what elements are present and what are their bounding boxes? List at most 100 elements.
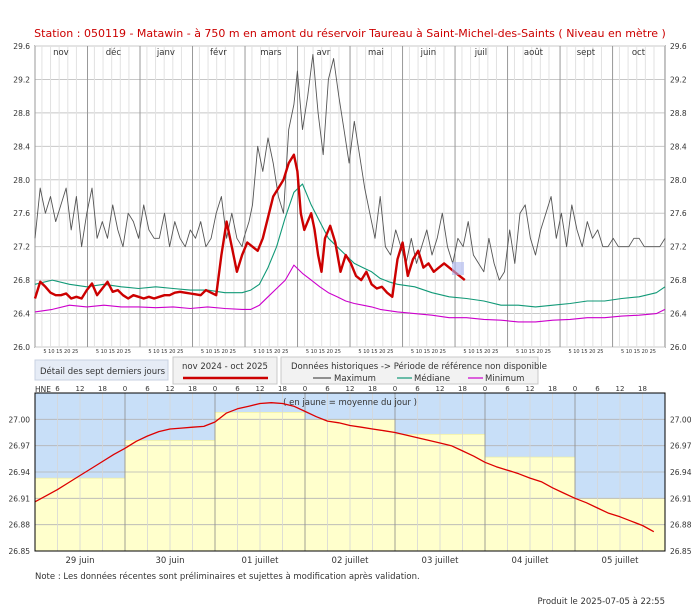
hour-tick-label: 0 <box>123 385 127 393</box>
period-legend-box <box>172 356 278 385</box>
hour-tick-label: 12 <box>76 385 85 393</box>
series-line <box>33 153 466 300</box>
month-label: déc <box>106 47 122 58</box>
month-label: oct <box>632 48 646 58</box>
month-label: mars <box>260 48 282 58</box>
day-tick-label: 5 10 15 20 25 <box>43 349 78 355</box>
day-tick-label: 5 10 15 20 25 <box>411 349 446 355</box>
y-tick-label-right: 26.8 <box>670 276 687 285</box>
y-tick-label-left: 28.4 <box>13 142 30 151</box>
day-tick-label: 5 10 15 20 25 <box>568 349 603 355</box>
day-tick-label: 5 10 15 20 25 <box>306 349 341 355</box>
hour-tick-label: 0 <box>303 385 307 393</box>
produced-date: Produit le 2025-07-05 à 22:55 <box>538 597 665 607</box>
day-tick-label: 5 10 15 20 25 <box>621 349 656 355</box>
day-tick-label: 5 10 15 20 25 <box>358 349 393 355</box>
period-legend-label: nov 2024 - oct 2025 <box>182 362 268 372</box>
detail-y-label-left: 26.97 <box>9 442 31 451</box>
month-label: avr <box>317 48 331 58</box>
month-label: août <box>524 48 544 58</box>
series-line <box>34 264 666 323</box>
hour-tick-label: 18 <box>188 385 197 393</box>
month-label: juil <box>474 48 487 58</box>
detail-y-label-right: 26.94 <box>670 468 692 477</box>
day-tick-label: 5 10 15 20 25 <box>96 349 131 355</box>
day-label: 02 juillet <box>332 556 370 566</box>
detail-y-label-left: 26.88 <box>9 521 31 530</box>
hour-tick-label: 0 <box>573 385 577 393</box>
month-label: juin <box>420 48 437 58</box>
day-label: 30 juin <box>155 556 184 566</box>
hour-tick-label: 12 <box>256 385 265 393</box>
median-legend-label: Médiane <box>414 373 450 384</box>
detail-label-box <box>34 359 169 381</box>
hour-tick-label: 6 <box>415 385 420 393</box>
month-label: mai <box>368 48 384 58</box>
hour-tick-label: 18 <box>458 385 467 393</box>
hour-tick-label: 12 <box>616 385 625 393</box>
detail-y-label-right: 26.91 <box>670 494 692 503</box>
hour-tick-label: 18 <box>548 385 557 393</box>
hour-tick-label: 18 <box>368 385 377 393</box>
maximum-legend-label: Maximum <box>334 374 376 384</box>
hour-tick-label: 12 <box>346 385 355 393</box>
day-tick-label: 5 10 15 20 25 <box>201 349 236 355</box>
minimum-legend-label: Minimum <box>485 374 524 384</box>
day-tick-label: 5 10 15 20 25 <box>463 349 498 355</box>
day-tick-label: 5 10 15 20 25 <box>516 349 551 355</box>
detail-series <box>34 402 655 533</box>
day-tick-label: 5 10 15 20 25 <box>148 349 183 355</box>
day-label: 03 juillet <box>422 556 460 566</box>
historic-legend-label: Données historiques -> Période de référe… <box>291 361 547 372</box>
hour-tick-label: 6 <box>505 385 510 393</box>
y-tick-label-left: 29.2 <box>13 75 30 84</box>
day-tick-label: 5 10 15 20 25 <box>253 349 288 355</box>
daily-mean-note: ( en jaune = moyenne du jour ) <box>283 398 417 408</box>
day-label: 04 juillet <box>512 556 550 566</box>
month-label: nov <box>53 48 69 58</box>
y-tick-label-right: 28.0 <box>670 176 687 185</box>
hour-tick-label: 6 <box>235 385 240 393</box>
hour-tick-label: 6 <box>145 385 150 393</box>
y-tick-label-right: 27.2 <box>670 243 687 252</box>
y-tick-label-left: 26.4 <box>13 310 30 319</box>
main-series <box>33 53 666 323</box>
y-tick-label-left: 26.8 <box>13 276 30 285</box>
detail-y-label-left: 26.94 <box>9 468 31 477</box>
detail-label: Détail des sept derniers jours <box>40 366 166 377</box>
detail-y-label-left: 27.00 <box>9 415 31 424</box>
y-tick-label-left: 28.8 <box>13 109 30 118</box>
detail-ylabel: HNE <box>35 385 51 394</box>
y-tick-label-left: 27.6 <box>13 209 30 218</box>
y-tick-label-right: 28.4 <box>670 142 687 151</box>
y-tick-label-right: 26.0 <box>670 343 687 352</box>
main-grid <box>34 45 666 348</box>
recent-week-marker <box>452 262 464 275</box>
hour-tick-label: 12 <box>166 385 175 393</box>
main-axis-labels: 29.6 29.6 29.2 29.2 28.8 28.8 28.4 28.4 28.0 28.0… <box>13 42 687 355</box>
day-label: 29 juin <box>65 556 94 566</box>
day-label: 01 juillet <box>242 556 280 566</box>
day-label: 05 juillet <box>602 556 640 566</box>
y-tick-label-left: 26.0 <box>13 343 30 352</box>
detail-y-label-right: 26.88 <box>670 521 692 530</box>
hour-tick-label: 18 <box>638 385 647 393</box>
hour-tick-label: 18 <box>98 385 107 393</box>
hour-tick-label: 6 <box>325 385 330 393</box>
detail-y-label-right: 27.00 <box>670 415 692 424</box>
detail-grid <box>35 393 665 552</box>
hour-tick-label: 0 <box>213 385 217 393</box>
detail-axis-labels: 27.00 27.00 26.97 26.97 26.94 26.94 26.91 26.91… <box>9 415 692 566</box>
hour-tick-labels: 6 12 18 0 6 12 18 0 6 12 18 0 6 12 18 0 6 12 18 0 6 12 18 0 6 12 1… <box>55 385 647 393</box>
hour-tick-label: 12 <box>436 385 445 393</box>
y-tick-label-right: 29.6 <box>670 42 687 51</box>
y-tick-label-right: 26.4 <box>670 310 687 319</box>
hour-tick-label: 6 <box>55 385 60 393</box>
detail-y-label-left: 26.91 <box>9 494 31 503</box>
y-tick-label-left: 28.0 <box>13 176 30 185</box>
hour-tick-label: 0 <box>393 385 397 393</box>
hour-tick-label: 0 <box>483 385 487 393</box>
hour-tick-label: 18 <box>278 385 287 393</box>
month-label: sept <box>577 48 596 58</box>
